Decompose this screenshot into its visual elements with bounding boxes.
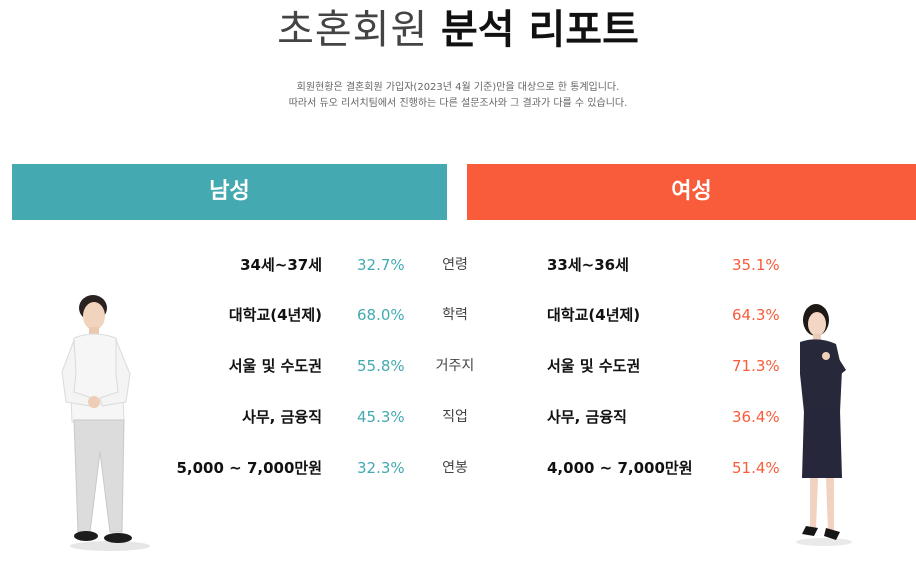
male-percent: 68.0% [357, 306, 405, 324]
female-percent: 35.1% [732, 256, 780, 274]
category-label: 직업 [442, 409, 468, 425]
female-percent: 51.4% [732, 459, 780, 477]
description-line-2: 따라서 듀오 리서치팀에서 진행하는 다른 설문조사와 그 결과가 다를 수 있… [288, 98, 628, 109]
female-percent: 64.3% [732, 306, 780, 324]
stat-row-residence: 서울 및 수도권 55.8% 거주지 서울 및 수도권 71.3% [0, 351, 916, 381]
female-value: 4,000 ~ 7,000만원 [547, 459, 693, 477]
male-value: 대학교(4년제) [228, 306, 322, 324]
male-value: 5,000 ~ 7,000만원 [176, 459, 322, 477]
stat-row-occupation: 사무, 금융직 45.3% 직업 사무, 금융직 36.4% [0, 402, 916, 432]
female-banner: 여성 [467, 164, 916, 220]
male-value: 서울 및 수도권 [228, 357, 322, 375]
female-value: 서울 및 수도권 [547, 357, 641, 375]
male-percent: 32.3% [357, 459, 405, 477]
female-percent: 36.4% [732, 408, 780, 426]
male-percent: 32.7% [357, 256, 405, 274]
category-label: 연령 [442, 257, 468, 273]
description: 회원현황은 결혼회원 가입자(2023년 4월 기준)만을 대상으로 한 통계입… [0, 80, 916, 112]
male-percent: 45.3% [357, 408, 405, 426]
male-value: 34세~37세 [240, 256, 322, 274]
female-value: 사무, 금융직 [547, 408, 627, 426]
category-label: 학력 [442, 307, 468, 323]
female-value: 33세~36세 [547, 256, 629, 274]
stat-row-age: 34세~37세 32.7% 연령 33세~36세 35.1% [0, 250, 916, 280]
title-bold: 분석 리포트 [440, 7, 639, 53]
male-value: 사무, 금융직 [242, 408, 322, 426]
category-label: 거주지 [435, 358, 475, 374]
male-person-image [61, 295, 150, 551]
description-line-1: 회원현황은 결혼회원 가입자(2023년 4월 기준)만을 대상으로 한 통계입… [296, 82, 620, 93]
stat-row-income: 5,000 ~ 7,000만원 32.3% 연봉 4,000 ~ 7,000만원… [0, 453, 916, 483]
female-value: 대학교(4년제) [547, 306, 641, 324]
page-title: 초혼회원 분석 리포트 [0, 2, 916, 58]
male-banner: 남성 [12, 164, 447, 220]
female-person-image [796, 304, 852, 546]
female-percent: 71.3% [732, 357, 780, 375]
category-label: 연봉 [442, 460, 468, 476]
title-light: 초혼회원 [277, 7, 429, 53]
stat-row-education: 대학교(4년제) 68.0% 학력 대학교(4년제) 64.3% [0, 300, 916, 330]
male-percent: 55.8% [357, 357, 405, 375]
